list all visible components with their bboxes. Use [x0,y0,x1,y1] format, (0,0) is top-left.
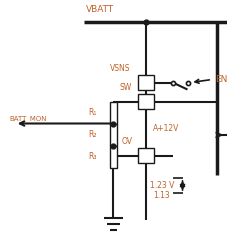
Text: VSNS: VSNS [109,64,130,73]
Text: A+12V: A+12V [152,124,179,133]
Bar [109,102,117,124]
Text: R₂: R₂ [88,130,96,139]
Text: 1.13: 1.13 [152,191,169,199]
Text: VBATT: VBATT [85,5,114,14]
Text: R₁: R₁ [88,108,96,117]
Bar [109,124,117,145]
Bar [138,148,153,163]
Bar [138,75,153,90]
Text: BATT_MON: BATT_MON [10,115,47,121]
Text: EN: EN [214,75,226,84]
Text: OV: OV [121,137,132,146]
Text: SW: SW [120,83,132,92]
Text: 1.23 V: 1.23 V [149,180,174,190]
Bar [138,94,153,109]
Text: R₃: R₃ [88,152,96,161]
Bar [109,145,117,168]
